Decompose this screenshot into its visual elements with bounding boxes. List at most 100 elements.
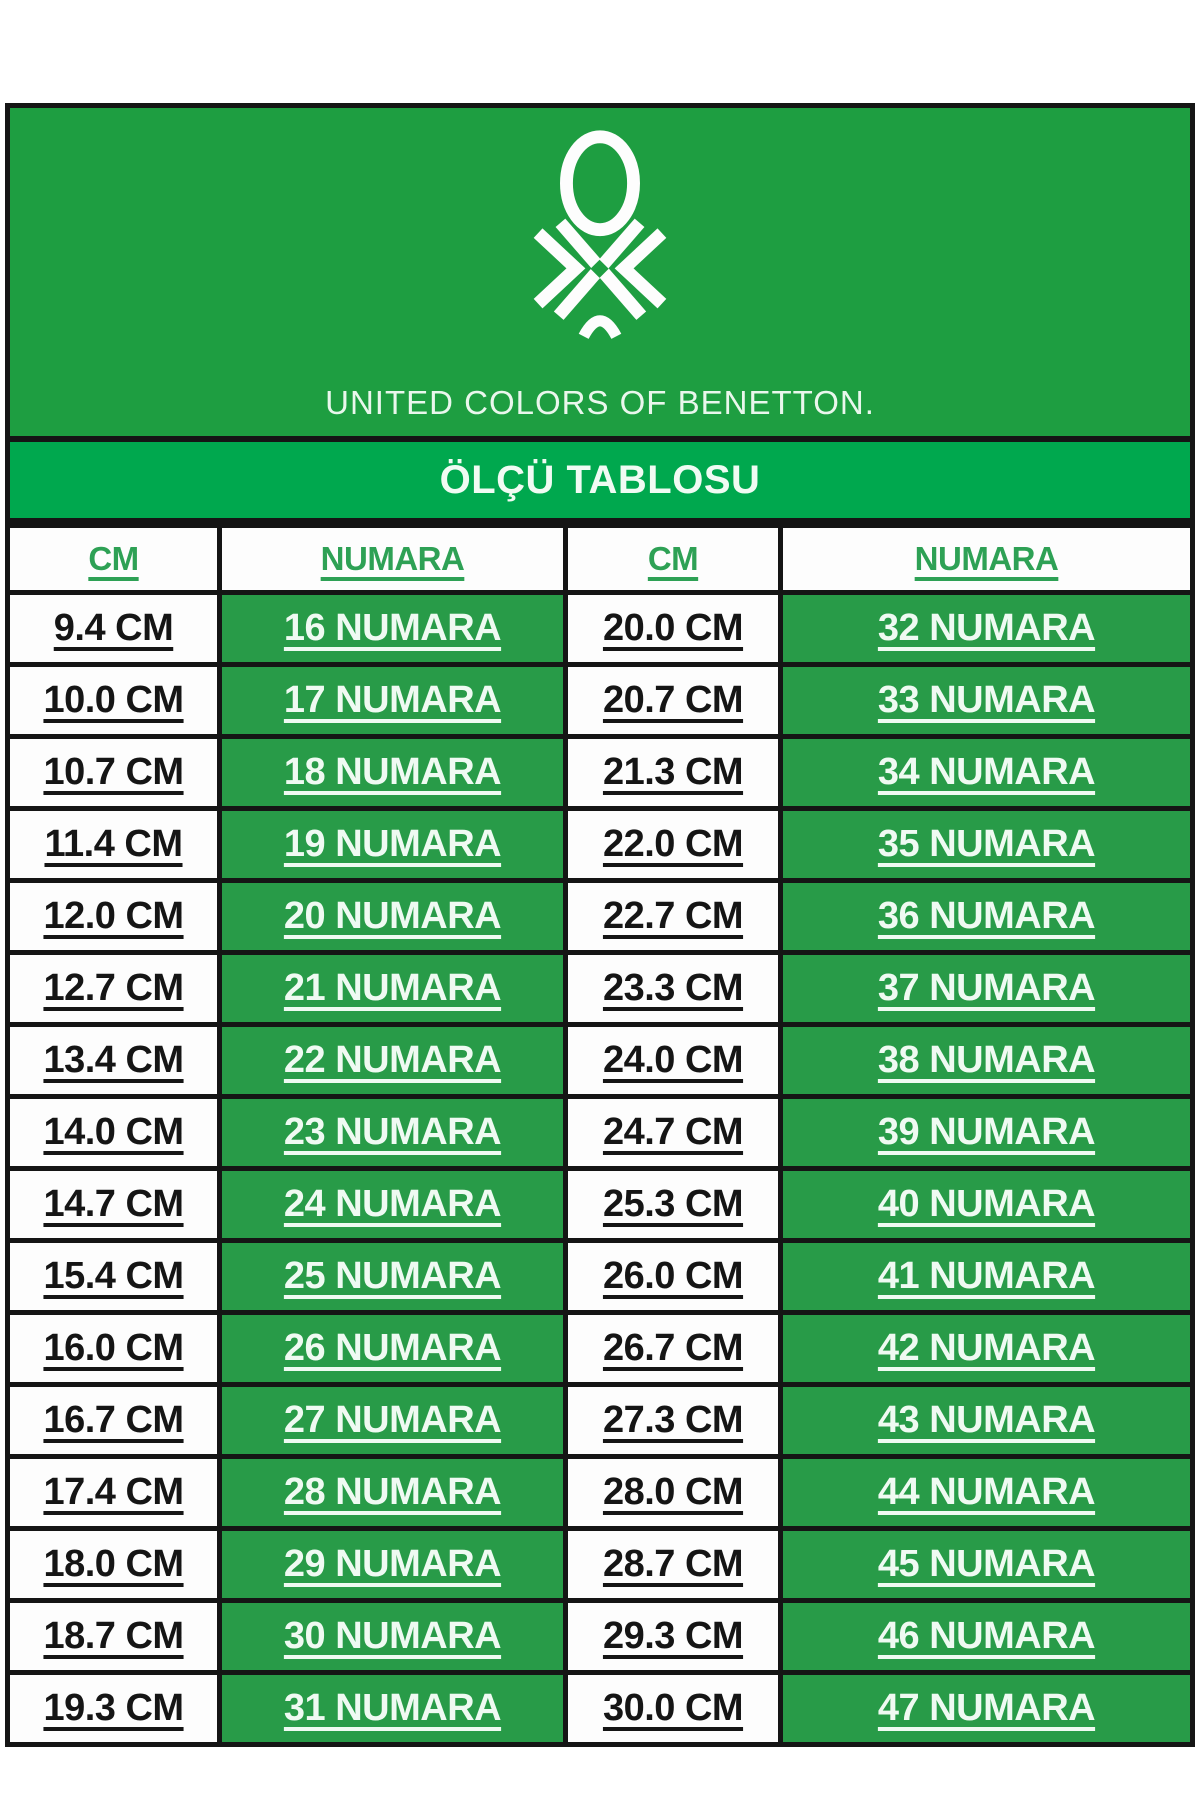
cm-cell: 27.3 CM	[568, 1387, 778, 1454]
size-table: CM NUMARA CM NUMARA 9.4 CM 16 NUMARA 20.0 CM 32…	[5, 523, 1195, 1747]
numara-cell: 19 NUMARA	[222, 811, 563, 878]
numara-cell-label: 31 NUMARA	[283, 1687, 502, 1729]
banner-title: ÖLÇÜ TABLOSU	[439, 457, 761, 502]
numara-cell: 16 NUMARA	[222, 595, 563, 662]
cm-cell: 25.3 CM	[568, 1171, 778, 1238]
cm-cell-label: 21.3 CM	[602, 751, 744, 793]
header-cell-label: NUMARA	[914, 540, 1059, 577]
numara-cell-label: 43 NUMARA	[877, 1399, 1096, 1441]
numara-cell: 17 NUMARA	[222, 667, 563, 734]
cm-cell-label: 24.0 CM	[602, 1039, 744, 1081]
numara-cell-label: 42 NUMARA	[877, 1327, 1096, 1369]
cm-cell-label: 20.0 CM	[602, 607, 744, 649]
cm-cell-label: 14.0 CM	[43, 1111, 184, 1153]
cm-cell-label: 27.3 CM	[602, 1399, 744, 1441]
cm-cell-label: 9.4 CM	[53, 607, 174, 649]
cm-cell-label: 30.0 CM	[602, 1687, 744, 1729]
numara-cell-label: 38 NUMARA	[877, 1039, 1096, 1081]
cm-cell: 20.0 CM	[568, 595, 778, 662]
cm-cell-label: 26.0 CM	[602, 1255, 744, 1297]
cm-cell-label: 28.7 CM	[602, 1543, 744, 1585]
cm-cell: 10.7 CM	[10, 739, 217, 806]
numara-cell: 24 NUMARA	[222, 1171, 563, 1238]
numara-cell-label: 20 NUMARA	[283, 895, 502, 937]
numara-cell-label: 22 NUMARA	[283, 1039, 502, 1081]
header-cell: CM	[10, 528, 217, 590]
numara-cell-label: 23 NUMARA	[283, 1111, 502, 1153]
cm-cell-label: 10.7 CM	[43, 751, 184, 793]
numara-cell: 43 NUMARA	[783, 1387, 1190, 1454]
numara-cell: 39 NUMARA	[783, 1099, 1190, 1166]
cm-cell: 20.7 CM	[568, 667, 778, 734]
numara-cell-label: 33 NUMARA	[877, 679, 1096, 721]
cm-cell: 18.0 CM	[10, 1531, 217, 1598]
numara-cell-label: 40 NUMARA	[877, 1183, 1096, 1225]
numara-cell-label: 36 NUMARA	[877, 895, 1096, 937]
cm-cell: 30.0 CM	[568, 1675, 778, 1742]
numara-cell: 33 NUMARA	[783, 667, 1190, 734]
numara-cell: 46 NUMARA	[783, 1603, 1190, 1670]
numara-cell: 27 NUMARA	[222, 1387, 563, 1454]
numara-cell-label: 32 NUMARA	[877, 607, 1096, 649]
numara-cell-label: 46 NUMARA	[877, 1615, 1096, 1657]
cm-cell: 24.7 CM	[568, 1099, 778, 1166]
cm-cell: 12.7 CM	[10, 955, 217, 1022]
cm-cell-label: 28.0 CM	[602, 1471, 744, 1513]
numara-cell-label: 18 NUMARA	[283, 751, 502, 793]
numara-cell-label: 19 NUMARA	[283, 823, 502, 865]
cm-cell-label: 12.7 CM	[43, 967, 184, 1009]
cm-cell: 21.3 CM	[568, 739, 778, 806]
cm-cell: 13.4 CM	[10, 1027, 217, 1094]
numara-cell: 38 NUMARA	[783, 1027, 1190, 1094]
cm-cell-label: 20.7 CM	[602, 679, 744, 721]
numara-cell: 29 NUMARA	[222, 1531, 563, 1598]
header-cell-label: NUMARA	[320, 540, 465, 577]
numara-cell: 32 NUMARA	[783, 595, 1190, 662]
cm-cell: 16.7 CM	[10, 1387, 217, 1454]
cm-cell: 17.4 CM	[10, 1459, 217, 1526]
cm-cell-label: 18.0 CM	[43, 1543, 184, 1585]
numara-cell-label: 26 NUMARA	[283, 1327, 502, 1369]
size-table-banner: ÖLÇÜ TABLOSU	[5, 437, 1195, 523]
brand-name: UNITED COLORS OF BENETTON.	[325, 384, 875, 421]
cm-cell-label: 24.7 CM	[602, 1111, 744, 1153]
numara-cell: 44 NUMARA	[783, 1459, 1190, 1526]
cm-cell: 26.0 CM	[568, 1243, 778, 1310]
header-cell-label: CM	[88, 540, 139, 577]
cm-cell: 9.4 CM	[10, 595, 217, 662]
numara-cell: 22 NUMARA	[222, 1027, 563, 1094]
cm-cell-label: 17.4 CM	[43, 1471, 184, 1513]
numara-cell-label: 41 NUMARA	[877, 1255, 1096, 1297]
numara-cell-label: 21 NUMARA	[283, 967, 502, 1009]
benetton-knot-icon	[533, 130, 667, 340]
cm-cell-label: 16.0 CM	[43, 1327, 184, 1369]
cm-cell-label: 14.7 CM	[43, 1183, 184, 1225]
brand-header: UNITED COLORS OF BENETTON.	[5, 103, 1195, 441]
numara-cell-label: 29 NUMARA	[283, 1543, 502, 1585]
numara-cell: 41 NUMARA	[783, 1243, 1190, 1310]
numara-cell: 23 NUMARA	[222, 1099, 563, 1166]
cm-cell: 29.3 CM	[568, 1603, 778, 1670]
cm-cell: 18.7 CM	[10, 1603, 217, 1670]
numara-cell-label: 47 NUMARA	[877, 1687, 1096, 1729]
cm-cell: 12.0 CM	[10, 883, 217, 950]
cm-cell: 16.0 CM	[10, 1315, 217, 1382]
numara-cell: 28 NUMARA	[222, 1459, 563, 1526]
numara-cell: 36 NUMARA	[783, 883, 1190, 950]
cm-cell-label: 16.7 CM	[43, 1399, 184, 1441]
header-cell: CM	[568, 528, 778, 590]
numara-cell-label: 24 NUMARA	[283, 1183, 502, 1225]
numara-cell-label: 28 NUMARA	[283, 1471, 502, 1513]
numara-cell: 25 NUMARA	[222, 1243, 563, 1310]
cm-cell: 11.4 CM	[10, 811, 217, 878]
numara-cell-label: 27 NUMARA	[283, 1399, 502, 1441]
cm-cell: 22.7 CM	[568, 883, 778, 950]
cm-cell: 15.4 CM	[10, 1243, 217, 1310]
numara-cell: 45 NUMARA	[783, 1531, 1190, 1598]
numara-cell: 21 NUMARA	[222, 955, 563, 1022]
cm-cell-label: 11.4 CM	[44, 823, 183, 865]
numara-cell: 26 NUMARA	[222, 1315, 563, 1382]
numara-cell-label: 37 NUMARA	[877, 967, 1096, 1009]
cm-cell-label: 23.3 CM	[602, 967, 744, 1009]
